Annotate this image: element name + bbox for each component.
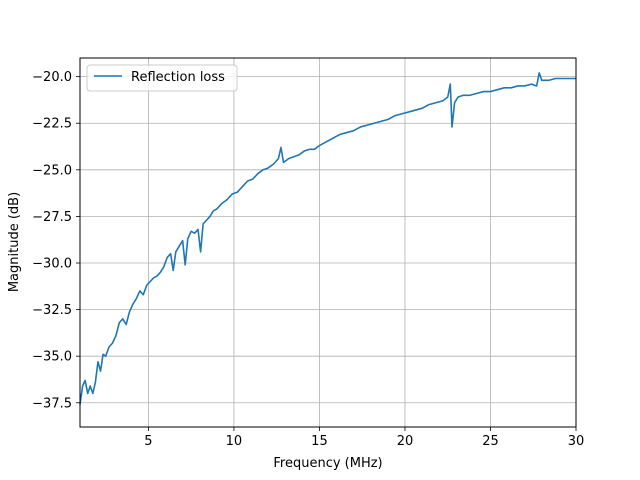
y-tick-label: −35.0 [32, 350, 72, 365]
x-tick-label: 15 [311, 434, 328, 449]
plot-frame [79, 57, 577, 428]
x-axis-label: Frequency (MHz) [273, 456, 382, 471]
series-line-reflection-loss [79, 72, 576, 405]
grid-lines [80, 58, 577, 427]
legend-box [86, 64, 238, 92]
x-tick-label: 10 [226, 434, 243, 449]
y-tick-label: −20.0 [32, 70, 72, 85]
y-axis-label: Magnitude (dB) [7, 192, 22, 292]
x-tick-label: 30 [568, 434, 585, 449]
y-tick-label: −37.5 [32, 396, 72, 411]
x-tick-label: 25 [482, 434, 499, 449]
x-tick-label: 20 [397, 434, 414, 449]
y-tick-label: −22.5 [32, 117, 72, 132]
y-tick-label: −30.0 [32, 257, 72, 272]
x-axis-ticks: 5 10 15 20 25 30 [144, 427, 584, 449]
series-layer [79, 72, 576, 405]
y-tick-label: −32.5 [32, 303, 72, 318]
y-tick-label: −25.0 [32, 163, 72, 178]
x-tick-label: 5 [144, 434, 152, 449]
legend-label: Reflection loss [131, 70, 225, 85]
y-axis-ticks: −37.5 −35.0 −32.5 −30.0 −27.5 −25.0 −22.5 −20.0 [32, 70, 80, 411]
legend: Reflection loss [86, 64, 238, 92]
y-tick-label: −27.5 [32, 210, 72, 225]
